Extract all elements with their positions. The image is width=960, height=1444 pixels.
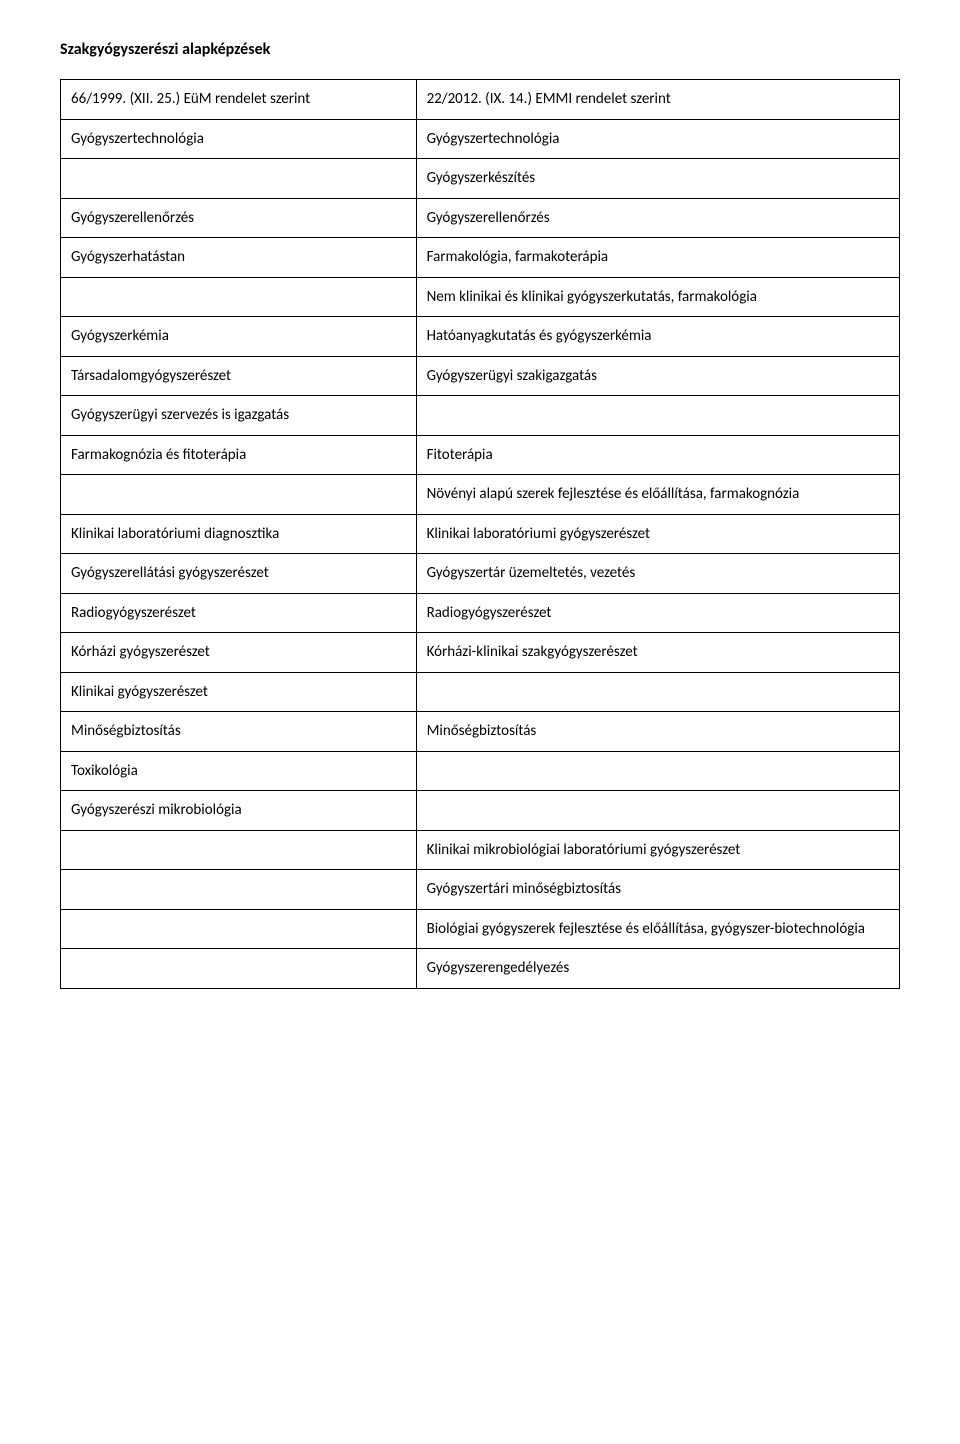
cell-left: Minőségbiztosítás xyxy=(61,712,417,752)
cell-right xyxy=(416,672,899,712)
cell-left: Klinikai laboratóriumi diagnosztika xyxy=(61,514,417,554)
table-row: Gyógyszerügyi szervezés is igazgatás xyxy=(61,396,900,436)
cell-right: Gyógyszertechnológia xyxy=(416,119,899,159)
table-row: GyógyszertechnológiaGyógyszertechnológia xyxy=(61,119,900,159)
table-row: GyógyszerkémiaHatóanyagkutatás és gyógys… xyxy=(61,317,900,357)
table-row: Klinikai laboratóriumi diagnosztikaKlini… xyxy=(61,514,900,554)
cell-right xyxy=(416,791,899,831)
table-row: Gyógyszerellátási gyógyszerészetGyógysze… xyxy=(61,554,900,594)
table-row: Biológiai gyógyszerek fejlesztése és elő… xyxy=(61,909,900,949)
cell-right: Farmakológia, farmakoterápia xyxy=(416,238,899,278)
cell-left: Gyógyszerügyi szervezés is igazgatás xyxy=(61,396,417,436)
table-row: GyógyszerellenőrzésGyógyszerellenőrzés xyxy=(61,198,900,238)
cell-left: Gyógyszertechnológia xyxy=(61,119,417,159)
cell-right: Gyógyszerkészítés xyxy=(416,159,899,199)
table-row: Klinikai gyógyszerészet xyxy=(61,672,900,712)
table-row: Kórházi gyógyszerészetKórházi-klinikai s… xyxy=(61,633,900,673)
cell-right: Biológiai gyógyszerek fejlesztése és elő… xyxy=(416,909,899,949)
table-row: GyógyszerhatástanFarmakológia, farmakote… xyxy=(61,238,900,278)
cell-right: Gyógyszertári minőségbiztosítás xyxy=(416,870,899,910)
cell-left: Radiogyógyszerészet xyxy=(61,593,417,633)
table-row: Gyógyszertári minőségbiztosítás xyxy=(61,870,900,910)
table-row: Gyógyszerkészítés xyxy=(61,159,900,199)
cell-left xyxy=(61,159,417,199)
table-row: Toxikológia xyxy=(61,751,900,791)
cell-right: Nem klinikai és klinikai gyógyszerkutatá… xyxy=(416,277,899,317)
table-row: 66/1999. (XII. 25.) EüM rendelet szerint… xyxy=(61,80,900,120)
cell-left: Gyógyszerhatástan xyxy=(61,238,417,278)
table-row: Farmakognózia és fitoterápiaFitoterápia xyxy=(61,435,900,475)
cell-left: Kórházi gyógyszerészet xyxy=(61,633,417,673)
cell-left xyxy=(61,909,417,949)
table-row: Nem klinikai és klinikai gyógyszerkutatá… xyxy=(61,277,900,317)
cell-right: Kórházi-klinikai szakgyógyszerészet xyxy=(416,633,899,673)
cell-right: Hatóanyagkutatás és gyógyszerkémia xyxy=(416,317,899,357)
cell-left: Gyógyszerellenőrzés xyxy=(61,198,417,238)
cell-left: Klinikai gyógyszerészet xyxy=(61,672,417,712)
cell-right: Radiogyógyszerészet xyxy=(416,593,899,633)
cell-right: Gyógyszerengedélyezés xyxy=(416,949,899,989)
cell-right: Klinikai mikrobiológiai laboratóriumi gy… xyxy=(416,830,899,870)
cell-left: Társadalomgyógyszerészet xyxy=(61,356,417,396)
cell-right: Gyógyszertár üzemeltetés, vezetés xyxy=(416,554,899,594)
cell-right: Gyógyszerellenőrzés xyxy=(416,198,899,238)
mapping-table: 66/1999. (XII. 25.) EüM rendelet szerint… xyxy=(60,79,900,989)
table-row: TársadalomgyógyszerészetGyógyszerügyi sz… xyxy=(61,356,900,396)
cell-left xyxy=(61,830,417,870)
cell-right: Fitoterápia xyxy=(416,435,899,475)
cell-left xyxy=(61,475,417,515)
cell-left xyxy=(61,870,417,910)
table-row: RadiogyógyszerészetRadiogyógyszerészet xyxy=(61,593,900,633)
cell-left xyxy=(61,949,417,989)
cell-right: Klinikai laboratóriumi gyógyszerészet xyxy=(416,514,899,554)
cell-left xyxy=(61,277,417,317)
cell-left: Farmakognózia és fitoterápia xyxy=(61,435,417,475)
cell-right: Növényi alapú szerek fejlesztése és előá… xyxy=(416,475,899,515)
cell-left: Toxikológia xyxy=(61,751,417,791)
cell-right xyxy=(416,751,899,791)
cell-left: Gyógyszerellátási gyógyszerészet xyxy=(61,554,417,594)
cell-right: 22/2012. (IX. 14.) EMMI rendelet szerint xyxy=(416,80,899,120)
cell-right xyxy=(416,396,899,436)
cell-left: 66/1999. (XII. 25.) EüM rendelet szerint xyxy=(61,80,417,120)
page-title: Szakgyógyszerészi alapképzések xyxy=(60,40,900,59)
cell-left: Gyógyszerészi mikrobiológia xyxy=(61,791,417,831)
table-row: Gyógyszerengedélyezés xyxy=(61,949,900,989)
table-row: Klinikai mikrobiológiai laboratóriumi gy… xyxy=(61,830,900,870)
cell-left: Gyógyszerkémia xyxy=(61,317,417,357)
table-row: Növényi alapú szerek fejlesztése és előá… xyxy=(61,475,900,515)
cell-right: Gyógyszerügyi szakigazgatás xyxy=(416,356,899,396)
table-row: Gyógyszerészi mikrobiológia xyxy=(61,791,900,831)
cell-right: Minőségbiztosítás xyxy=(416,712,899,752)
table-row: MinőségbiztosításMinőségbiztosítás xyxy=(61,712,900,752)
